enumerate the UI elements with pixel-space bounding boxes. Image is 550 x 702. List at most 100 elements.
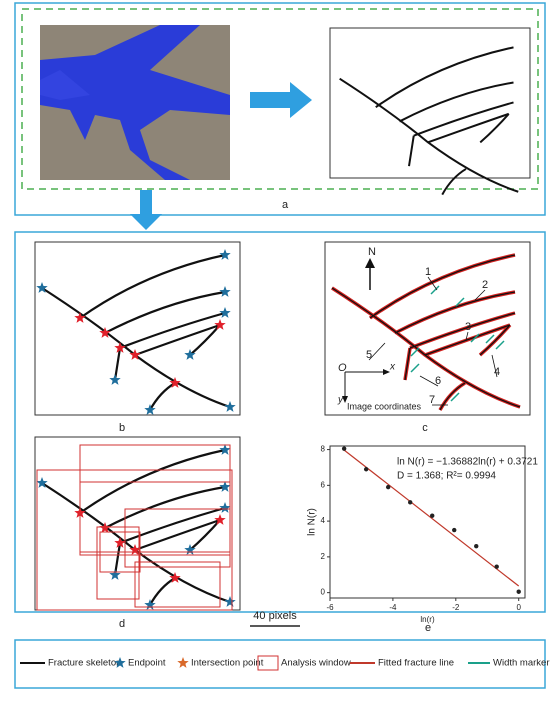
star (219, 444, 231, 455)
x-axis-label: x (389, 362, 396, 373)
width-marker (470, 333, 480, 343)
fracture (408, 135, 415, 167)
data-point (474, 543, 479, 549)
data-point (385, 484, 391, 490)
panel-a-dashed-frame (21, 8, 539, 190)
star (214, 319, 226, 330)
y-arrow-head (342, 396, 348, 403)
star (224, 596, 236, 607)
star (109, 374, 121, 385)
skeleton-image (329, 27, 531, 179)
y-axis-label: y (337, 395, 344, 406)
star (114, 342, 126, 353)
fracture (394, 291, 516, 334)
star (114, 537, 126, 548)
width-marker (450, 392, 460, 402)
panel-b (34, 241, 241, 416)
fracture (413, 101, 514, 137)
star (129, 544, 141, 555)
star (219, 286, 231, 297)
fracture (79, 253, 226, 319)
fracture (404, 347, 411, 381)
fracture-id: 4 (494, 366, 500, 378)
y-tick-label: 2 (321, 552, 326, 561)
fracture (134, 323, 221, 357)
star (74, 312, 86, 323)
skeleton (339, 46, 519, 196)
star (214, 514, 226, 525)
fracture (134, 518, 221, 552)
annotation: ln N(r) = −1.36882ln(r) + 0.3721 (397, 457, 538, 468)
data-point (516, 589, 521, 594)
analysis-window (124, 508, 231, 568)
legend-label: Intersection point (191, 658, 264, 669)
panel-label: a (282, 199, 289, 211)
arrow (250, 82, 312, 118)
width-marker (485, 334, 495, 344)
fracture (369, 254, 516, 319)
y-tick-label: 0 (321, 588, 326, 597)
legend-label: Fracture skeleton (48, 658, 121, 669)
fracture-id: 7 (429, 394, 435, 406)
data-point (430, 513, 435, 518)
star (219, 481, 231, 492)
data-point (494, 564, 499, 569)
fracture (104, 290, 226, 334)
annotation: D = 1.368; R²= 0.9994 (397, 471, 496, 482)
leader-line (474, 289, 486, 301)
fracture (479, 113, 510, 144)
arrow (130, 190, 162, 230)
north-arrow-head (365, 258, 375, 268)
y-tick-label: 8 (321, 445, 326, 454)
width-marker (410, 363, 420, 373)
star (144, 404, 156, 415)
star (224, 401, 236, 412)
fracture (441, 168, 467, 196)
star (219, 307, 231, 318)
fracture-id: 2 (482, 279, 488, 291)
fracture (424, 324, 511, 356)
star (184, 349, 196, 360)
fracture-id: 1 (425, 266, 431, 278)
fracture (479, 324, 511, 356)
legend-label: Width marker (493, 658, 549, 669)
width-marker (495, 340, 505, 350)
fracture (427, 112, 510, 144)
coords-label: Image coordinates (347, 401, 422, 411)
panel-label: c (422, 422, 428, 434)
star (169, 572, 181, 583)
panel-label: d (119, 618, 125, 630)
width-marker (410, 347, 420, 357)
legend-swatch (257, 655, 279, 671)
analysis-window (99, 531, 141, 573)
leader-line (419, 375, 439, 387)
analysis-window (36, 469, 233, 611)
origin-label: O (338, 362, 347, 374)
legend-label: Fitted fracture line (378, 658, 454, 669)
y-tick-label: 6 (321, 480, 326, 489)
x-arrow-head (383, 369, 390, 375)
star (184, 544, 196, 555)
x-tick-label: -2 (452, 603, 460, 612)
star (109, 569, 121, 580)
star (177, 657, 189, 668)
star (219, 249, 231, 260)
fracture (119, 311, 226, 350)
fracture-id: 5 (366, 349, 372, 361)
fit-line (342, 448, 520, 587)
photo-fracture (40, 25, 230, 180)
legend-label: Endpoint (128, 658, 166, 669)
leader-line (427, 276, 438, 291)
fracture (339, 77, 519, 193)
skeleton (36, 444, 236, 610)
data-point (363, 467, 369, 472)
fracture (375, 46, 514, 109)
fitted-overlay (331, 253, 521, 411)
plot-area (329, 445, 526, 599)
data-point (452, 527, 457, 533)
panel-label: e (425, 622, 431, 634)
analysis-window (134, 561, 221, 608)
star (36, 477, 48, 488)
panel-label: b (119, 422, 125, 434)
